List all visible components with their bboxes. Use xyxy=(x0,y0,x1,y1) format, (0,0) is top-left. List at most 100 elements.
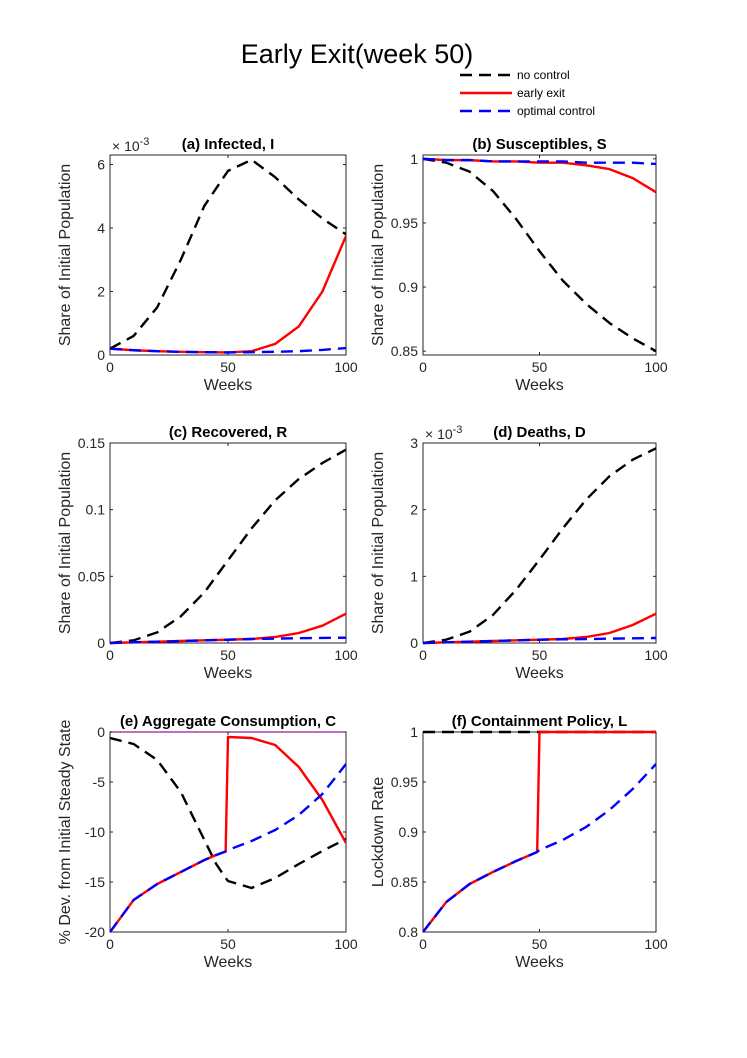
panel-c-series-group xyxy=(110,448,346,645)
panel-a-xlabel: Weeks xyxy=(204,377,253,394)
panel-f-ytick-label: 0.8 xyxy=(399,924,419,940)
panel-e-ytick-label: -5 xyxy=(93,774,106,790)
panel-a-xtick-label: 0 xyxy=(106,359,114,375)
panel-e-series-group xyxy=(110,735,346,933)
panel-e-xtick-label: 50 xyxy=(220,936,236,952)
panel-d-ytick-label: 1 xyxy=(410,568,418,584)
panel-d: 0 50 100 0 1 2 3 × 10-3 (d) Deaths, D Weeks Share … xyxy=(370,424,668,682)
panel-c-title: (c) Recovered, R xyxy=(169,424,288,441)
panel-f-xtick-label: 0 xyxy=(419,936,427,952)
panel-b-title: (b) Susceptibles, S xyxy=(472,136,606,153)
panel-c-xtick-label: 100 xyxy=(334,647,358,663)
panel-e-series-no-control xyxy=(110,736,346,890)
panel-a-title: (a) Infected, I xyxy=(182,136,275,153)
panel-d-ylabel: Share of Initial Population xyxy=(370,452,387,634)
panel-d-ytick-label: 3 xyxy=(410,435,418,451)
panel-c-axes-box xyxy=(109,442,347,644)
panel-a-ylabel: Share of Initial Population xyxy=(57,164,74,346)
panel-f: 0 50 100 0.8 0.85 0.9 0.95 1 (f) Containment Pol… xyxy=(370,713,668,971)
panel-e-title: (e) Aggregate Consumption, C xyxy=(120,713,336,730)
legend-label-optimal-control: optimal control xyxy=(517,104,595,118)
panel-b-xtick-label: 100 xyxy=(644,359,668,375)
panel-f-ytick-label: 0.9 xyxy=(399,824,419,840)
panel-a-exponent-label: × 10-3 xyxy=(112,136,149,154)
panel-f-ytick-label: 1 xyxy=(410,724,418,740)
panel-a-ytick-label: 4 xyxy=(97,220,105,236)
panel-c-ylabel: Share of Initial Population xyxy=(57,452,74,634)
legend: no control early exit optimal control xyxy=(460,68,595,118)
panel-a-series-optimal-control xyxy=(110,346,346,354)
panel-b-xlabel: Weeks xyxy=(515,377,564,394)
panel-f-series-group xyxy=(423,730,656,933)
panel-b: 0 50 100 0.85 0.9 0.95 1 (b) Susceptibles, S Wee… xyxy=(370,136,668,394)
panel-a-series-no-control xyxy=(110,158,346,350)
panel-b-ytick-label: 0.85 xyxy=(391,343,418,359)
panel-b-xtick-label: 50 xyxy=(532,359,548,375)
panel-d-xtick-label: 100 xyxy=(644,647,668,663)
panel-e-ytick-label: -15 xyxy=(85,874,105,890)
panel-a: 0 50 100 0 2 4 6 × 10-3 (a) Infected, I Weeks Shar… xyxy=(57,136,358,394)
panel-e-series-optimal-control xyxy=(110,763,346,933)
panel-c-ytick-label: 0.05 xyxy=(78,568,105,584)
panel-e-ytick-label: -20 xyxy=(85,924,105,940)
panel-f-series-optimal-control xyxy=(423,763,656,933)
panel-e-xtick-label: 0 xyxy=(106,936,114,952)
panel-b-series-no-control xyxy=(423,157,656,353)
panel-d-xtick-label: 50 xyxy=(532,647,548,663)
panel-d-axes-box xyxy=(422,442,657,644)
panel-c-series-no-control xyxy=(110,448,346,645)
panel-f-xtick-label: 50 xyxy=(532,936,548,952)
panel-f-ytick-label: 0.85 xyxy=(391,874,418,890)
panel-b-ytick-label: 1 xyxy=(410,151,418,167)
panel-d-series-no-control xyxy=(423,447,656,645)
panel-a-ytick-label: 6 xyxy=(97,157,105,173)
panel-f-ylabel: Lockdown Rate xyxy=(370,777,387,887)
panel-a-ytick-label: 2 xyxy=(97,284,105,300)
panel-b-series-optimal-control xyxy=(423,157,656,166)
panel-c-xlabel: Weeks xyxy=(204,665,253,682)
panel-b-series-group xyxy=(423,157,656,353)
figure-title: Early Exit(week 50) xyxy=(241,39,474,69)
panel-f-xlabel: Weeks xyxy=(515,954,564,971)
panel-a-series-group xyxy=(110,158,346,354)
panel-f-title: (f) Containment Policy, L xyxy=(452,713,628,730)
panel-a-xtick-label: 50 xyxy=(220,359,236,375)
panel-e-ytick-label: 0 xyxy=(97,724,105,740)
panel-c-ytick-label: 0 xyxy=(97,635,105,651)
panel-f-xtick-label: 100 xyxy=(644,936,668,952)
panel-d-xlabel: Weeks xyxy=(515,665,564,682)
panel-c-series-optimal-control xyxy=(110,636,346,645)
panel-c-ytick-label: 0.15 xyxy=(78,435,105,451)
panel-d-ytick-label: 2 xyxy=(410,502,418,518)
panel-d-ytick-label: 0 xyxy=(410,635,418,651)
panel-e-ytick-label: -10 xyxy=(85,824,105,840)
panel-c-ytick-label: 0.1 xyxy=(86,502,106,518)
panel-f-ytick-label: 0.95 xyxy=(391,774,418,790)
panel-d-title: (d) Deaths, D xyxy=(493,424,586,441)
panel-e-xlabel: Weeks xyxy=(204,954,253,971)
panel-a-axes-box xyxy=(109,154,347,356)
panel-c: 0 50 100 0 0.05 0.1 0.15 (c) Recovered, R Weeks S… xyxy=(57,424,358,682)
panel-d-series-optimal-control xyxy=(423,636,656,645)
panel-a-ytick-label: 0 xyxy=(97,347,105,363)
panel-b-ytick-label: 0.9 xyxy=(399,279,419,295)
panel-d-xtick-label: 0 xyxy=(419,647,427,663)
panel-b-xtick-label: 0 xyxy=(419,359,427,375)
legend-label-no-control: no control xyxy=(517,68,570,82)
panel-e-xtick-label: 100 xyxy=(334,936,358,952)
panel-c-xtick-label: 0 xyxy=(106,647,114,663)
panel-e-ylabel: % Dev. from Initial Steady State xyxy=(57,720,74,945)
panel-b-axes-box xyxy=(422,154,657,356)
panel-b-ytick-label: 0.95 xyxy=(391,215,418,231)
panel-b-ylabel: Share of Initial Population xyxy=(370,164,387,346)
legend-entry-early-exit: early exit xyxy=(460,86,566,100)
panel-d-series-group xyxy=(423,447,656,645)
legend-entry-no-control: no control xyxy=(460,68,570,82)
legend-entry-optimal-control: optimal control xyxy=(460,104,595,118)
panel-c-xtick-label: 50 xyxy=(220,647,236,663)
panel-e: 0 50 100 -20 -15 -10 -5 0 (e) Aggregate Consumpt… xyxy=(57,713,358,971)
panel-d-exponent-label: × 10-3 xyxy=(425,424,462,442)
panel-a-xtick-label: 100 xyxy=(334,359,358,375)
